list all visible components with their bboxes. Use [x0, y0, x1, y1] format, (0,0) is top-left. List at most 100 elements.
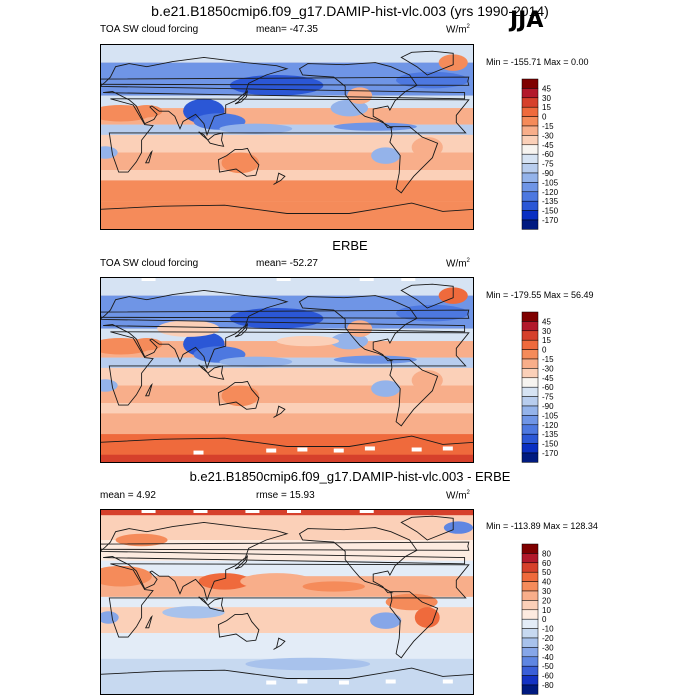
- colorbar-box: [521, 219, 539, 230]
- panel1-colorbar: 4530150-15-30-45-60-75-90-105-120-135-15…: [521, 78, 559, 230]
- colorbar-box: [521, 210, 539, 221]
- panel2-map: [100, 277, 474, 463]
- colorbar-tick-label: 30: [542, 587, 551, 596]
- colorbar-box: [521, 405, 539, 416]
- panel2-title: ERBE: [332, 238, 368, 253]
- colorbar-box: [521, 600, 539, 611]
- colorbar-tick-label: -60: [542, 383, 554, 392]
- colorbar-box: [521, 433, 539, 444]
- colorbar-tick-label: -30: [542, 131, 554, 140]
- colorbar-box: [521, 424, 539, 435]
- colorbar-tick-label: -90: [542, 402, 554, 411]
- colorbar-tick-label: 15: [542, 103, 551, 112]
- colorbar-tick-label: 0: [542, 113, 547, 122]
- colorbar-box: [521, 386, 539, 397]
- colorbar-tick-label: -40: [542, 653, 554, 662]
- colorbar-box: [521, 684, 539, 695]
- colorbar-box: [521, 396, 539, 407]
- colorbar-tick-label: -60: [542, 672, 554, 681]
- colorbar-box: [521, 182, 539, 193]
- colorbar-box: [521, 675, 539, 686]
- panel2-minmax: Min = -179.55 Max = 56.49: [486, 290, 594, 300]
- colorbar-tick-label: 60: [542, 559, 551, 568]
- colorbar-box: [521, 144, 539, 155]
- colorbar-box: [521, 553, 539, 564]
- colorbar-box: [521, 321, 539, 332]
- colorbar-tick-label: -45: [542, 141, 554, 150]
- colorbar-box: [521, 443, 539, 454]
- colorbar-box: [521, 191, 539, 202]
- colorbar-tick-label: 30: [542, 94, 551, 103]
- panel1-mean: mean= -47.35: [256, 24, 318, 35]
- colorbar-box: [521, 562, 539, 573]
- panel2-unit: W/m2: [446, 258, 470, 270]
- colorbar-tick-label: -50: [542, 662, 554, 671]
- panel3-rmse: rmse = 15.93: [256, 490, 315, 501]
- panel1-field-label: TOA SW cloud forcing: [100, 24, 199, 35]
- colorbar-box: [521, 609, 539, 620]
- colorbar-tick-label: 0: [542, 615, 547, 624]
- panel3-mean: mean = 4.92: [100, 490, 156, 501]
- colorbar-box: [521, 590, 539, 601]
- colorbar-tick-label: -170: [542, 216, 559, 225]
- panel3-title: b.e21.B1850cmip6.f09_g17.DAMIP-hist-vlc.…: [189, 469, 511, 484]
- colorbar-box: [521, 377, 539, 388]
- colorbar-box: [521, 571, 539, 582]
- panel3-unit: W/m2: [446, 490, 470, 502]
- colorbar-box: [521, 330, 539, 341]
- colorbar-tick-label: 45: [542, 317, 551, 326]
- colorbar-box: [521, 628, 539, 639]
- colorbar-tick-label: -135: [542, 430, 559, 439]
- colorbar-tick-label: -15: [542, 122, 554, 131]
- season-label: JJA: [510, 8, 544, 33]
- colorbar-tick-label: -105: [542, 178, 559, 187]
- colorbar-box: [521, 116, 539, 127]
- colorbar-box: [521, 656, 539, 667]
- colorbar-tick-label: -10: [542, 625, 554, 634]
- colorbar-box: [521, 358, 539, 369]
- panel1-unit: W/m2: [446, 24, 470, 36]
- colorbar-tick-label: -45: [542, 374, 554, 383]
- panel2-colorbar: 4530150-15-30-45-60-75-90-105-120-135-15…: [521, 311, 559, 463]
- colorbar-tick-label: 50: [542, 568, 551, 577]
- figure-title: b.e21.B1850cmip6.f09_g17.DAMIP-hist-vlc.…: [151, 3, 549, 19]
- colorbar-tick-label: -60: [542, 150, 554, 159]
- colorbar-box: [521, 88, 539, 99]
- colorbar-box: [521, 78, 539, 89]
- colorbar-box: [521, 543, 539, 554]
- colorbar-tick-label: -75: [542, 160, 554, 169]
- colorbar-box: [521, 647, 539, 658]
- colorbar-tick-label: 30: [542, 327, 551, 336]
- colorbar-box: [521, 163, 539, 174]
- panel2-field-label: TOA SW cloud forcing: [100, 258, 199, 269]
- colorbar-tick-label: 20: [542, 596, 551, 605]
- colorbar-tick-label: -80: [542, 681, 554, 690]
- colorbar-box: [521, 172, 539, 183]
- panel1-map: [100, 44, 474, 230]
- colorbar-tick-label: -120: [542, 188, 559, 197]
- panel1-minmax: Min = -155.71 Max = 0.00: [486, 57, 589, 67]
- colorbar-box: [521, 581, 539, 592]
- colorbar-box: [521, 452, 539, 463]
- colorbar-tick-label: 40: [542, 578, 551, 587]
- panel3-map: [100, 509, 474, 695]
- colorbar-box: [521, 200, 539, 211]
- colorbar-tick-label: -170: [542, 449, 559, 458]
- colorbar-tick-label: -105: [542, 411, 559, 420]
- colorbar-tick-label: -20: [542, 634, 554, 643]
- colorbar-tick-label: -30: [542, 364, 554, 373]
- colorbar-tick-label: 15: [542, 336, 551, 345]
- colorbar-box: [521, 665, 539, 676]
- colorbar-tick-label: -15: [542, 355, 554, 364]
- colorbar-box: [521, 135, 539, 146]
- colorbar-box: [521, 125, 539, 136]
- colorbar-box: [521, 368, 539, 379]
- colorbar-tick-label: -90: [542, 169, 554, 178]
- panel2-mean: mean= -52.27: [256, 258, 318, 269]
- colorbar-box: [521, 311, 539, 322]
- colorbar-box: [521, 97, 539, 108]
- colorbar-tick-label: 10: [542, 606, 551, 615]
- colorbar-tick-label: 45: [542, 84, 551, 93]
- colorbar-tick-label: 80: [542, 549, 551, 558]
